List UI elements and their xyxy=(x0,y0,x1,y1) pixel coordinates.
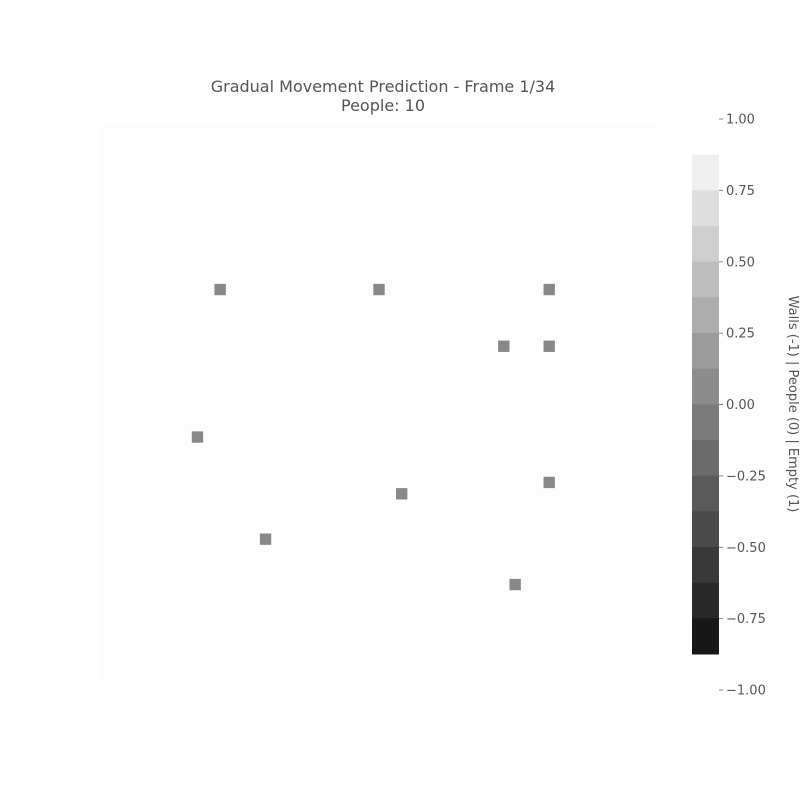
colorbar-label: Walls (-1) | People (0) | Empty (1) xyxy=(785,296,800,513)
colorbar-level-12 xyxy=(692,511,719,548)
colorbar xyxy=(692,119,719,655)
colorbar-level-3 xyxy=(692,190,719,227)
chart-subtitle: People: 10 xyxy=(341,96,425,115)
colorbar-level-4 xyxy=(692,226,719,263)
colorbar-level-8 xyxy=(692,368,719,405)
person-cell-4 xyxy=(498,340,510,352)
colorbar-tick-label: −0.75 xyxy=(726,612,766,627)
colorbar-level-6 xyxy=(692,297,719,334)
colorbar-level-11 xyxy=(692,475,719,512)
colorbar-tick-label: 0.00 xyxy=(726,398,755,413)
colorbar-level-14 xyxy=(692,582,719,619)
colorbar-level-9 xyxy=(692,404,719,441)
people-layer xyxy=(191,283,555,591)
colorbar-level-10 xyxy=(692,440,719,477)
colorbar-level-5 xyxy=(692,261,719,298)
colorbar-level-13 xyxy=(692,547,719,584)
chart-title: Gradual Movement Prediction - Frame 1/34 xyxy=(211,77,556,96)
colorbar-tick-label: −1.00 xyxy=(726,684,766,699)
colorbar-level-1 xyxy=(692,119,719,156)
person-cell-1 xyxy=(214,283,226,296)
colorbar-level-2 xyxy=(692,154,719,191)
colorbar-ticks: 1.00 0.75 0.50 0.25 0.00 −0.25 −0.50 −0.75 −1.00 xyxy=(719,113,766,699)
colorbar-level-7 xyxy=(692,333,719,370)
person-cell-6 xyxy=(191,431,204,443)
colorbar-tick-label: −0.50 xyxy=(726,541,766,556)
person-cell-5 xyxy=(543,340,555,352)
colorbar-tick-label: 0.25 xyxy=(726,327,755,342)
plot-area xyxy=(101,125,657,681)
colorbar-tick-label: 0.75 xyxy=(726,184,755,199)
person-cell-9 xyxy=(259,533,272,545)
person-cell-2 xyxy=(373,283,385,296)
colorbar-tick-label: 1.00 xyxy=(726,113,755,128)
person-cell-7 xyxy=(543,476,555,489)
colorbar-tick-label: −0.25 xyxy=(726,469,766,484)
colorbar-tick-label: 0.50 xyxy=(726,255,755,270)
person-cell-3 xyxy=(543,283,555,296)
person-cell-10 xyxy=(509,578,521,591)
colorbar-level-15 xyxy=(692,618,719,655)
person-cell-8 xyxy=(396,488,408,500)
